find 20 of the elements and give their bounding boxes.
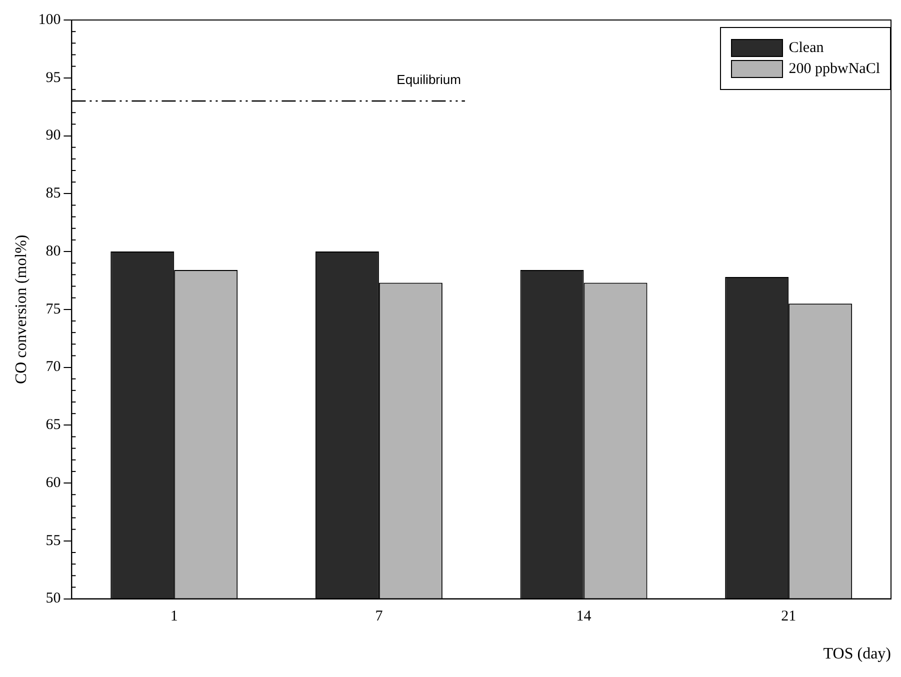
y-tick-label: 95 — [46, 70, 61, 86]
x-tick-label: 1 — [170, 608, 178, 625]
y-tick-label: 60 — [46, 474, 61, 491]
x-axis-title: TOS (day) — [823, 646, 891, 663]
legend-label: 200 ppbwNaCl — [788, 60, 880, 78]
y-tick-label: 50 — [46, 590, 61, 607]
y-tick-label: 90 — [46, 128, 61, 144]
x-tick-label: 14 — [576, 608, 592, 625]
y-tick-label: 70 — [46, 359, 61, 376]
y-tick-label: 100 — [38, 12, 61, 28]
x-tick-label: 21 — [781, 608, 796, 625]
legend-label: Clean — [788, 40, 824, 56]
y-tick-label: 75 — [46, 301, 61, 318]
y-axis-title: CO conversion (mol%) — [12, 234, 30, 384]
y-tick-label: 80 — [46, 243, 61, 260]
y-tick-label: 65 — [46, 417, 61, 434]
ref-line-label: Equilibrium — [396, 72, 461, 88]
y-tick-label: 85 — [46, 186, 61, 202]
y-tick-label: 55 — [46, 532, 61, 549]
x-tick-label: 7 — [375, 608, 384, 625]
